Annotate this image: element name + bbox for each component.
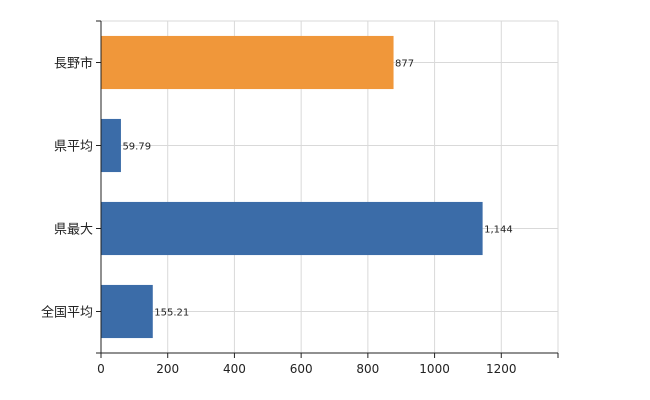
data-label-1: 877 (395, 59, 414, 70)
data-label-2: 59.79 (122, 142, 151, 153)
x-tick-label-0: 0 (97, 362, 105, 376)
bars (101, 35, 483, 339)
x-tick-label-200: 200 (156, 362, 179, 376)
x-tick-label-1000: 1000 (419, 362, 450, 376)
data-labels: 877 59.79 1,144 155.21 (122, 59, 512, 319)
x-tick-label-800: 800 (356, 362, 379, 376)
x-tick-label-1200: 1200 (486, 362, 517, 376)
category-label-2: 県平均 (54, 140, 93, 155)
category-label-1: 長野市 (54, 56, 93, 72)
bar-3 (101, 201, 483, 256)
data-label-3: 1,144 (484, 225, 513, 236)
bar-2 (101, 118, 121, 173)
x-tick-label-400: 400 (223, 362, 246, 376)
bar-4 (101, 284, 153, 339)
axes (100, 21, 558, 354)
data-label-4: 155.21 (154, 308, 189, 319)
bar-1 (101, 35, 394, 90)
category-label-4: 全国平均 (41, 305, 93, 321)
category-label-3: 県最大 (54, 223, 93, 238)
x-tick-label-600: 600 (290, 362, 313, 376)
